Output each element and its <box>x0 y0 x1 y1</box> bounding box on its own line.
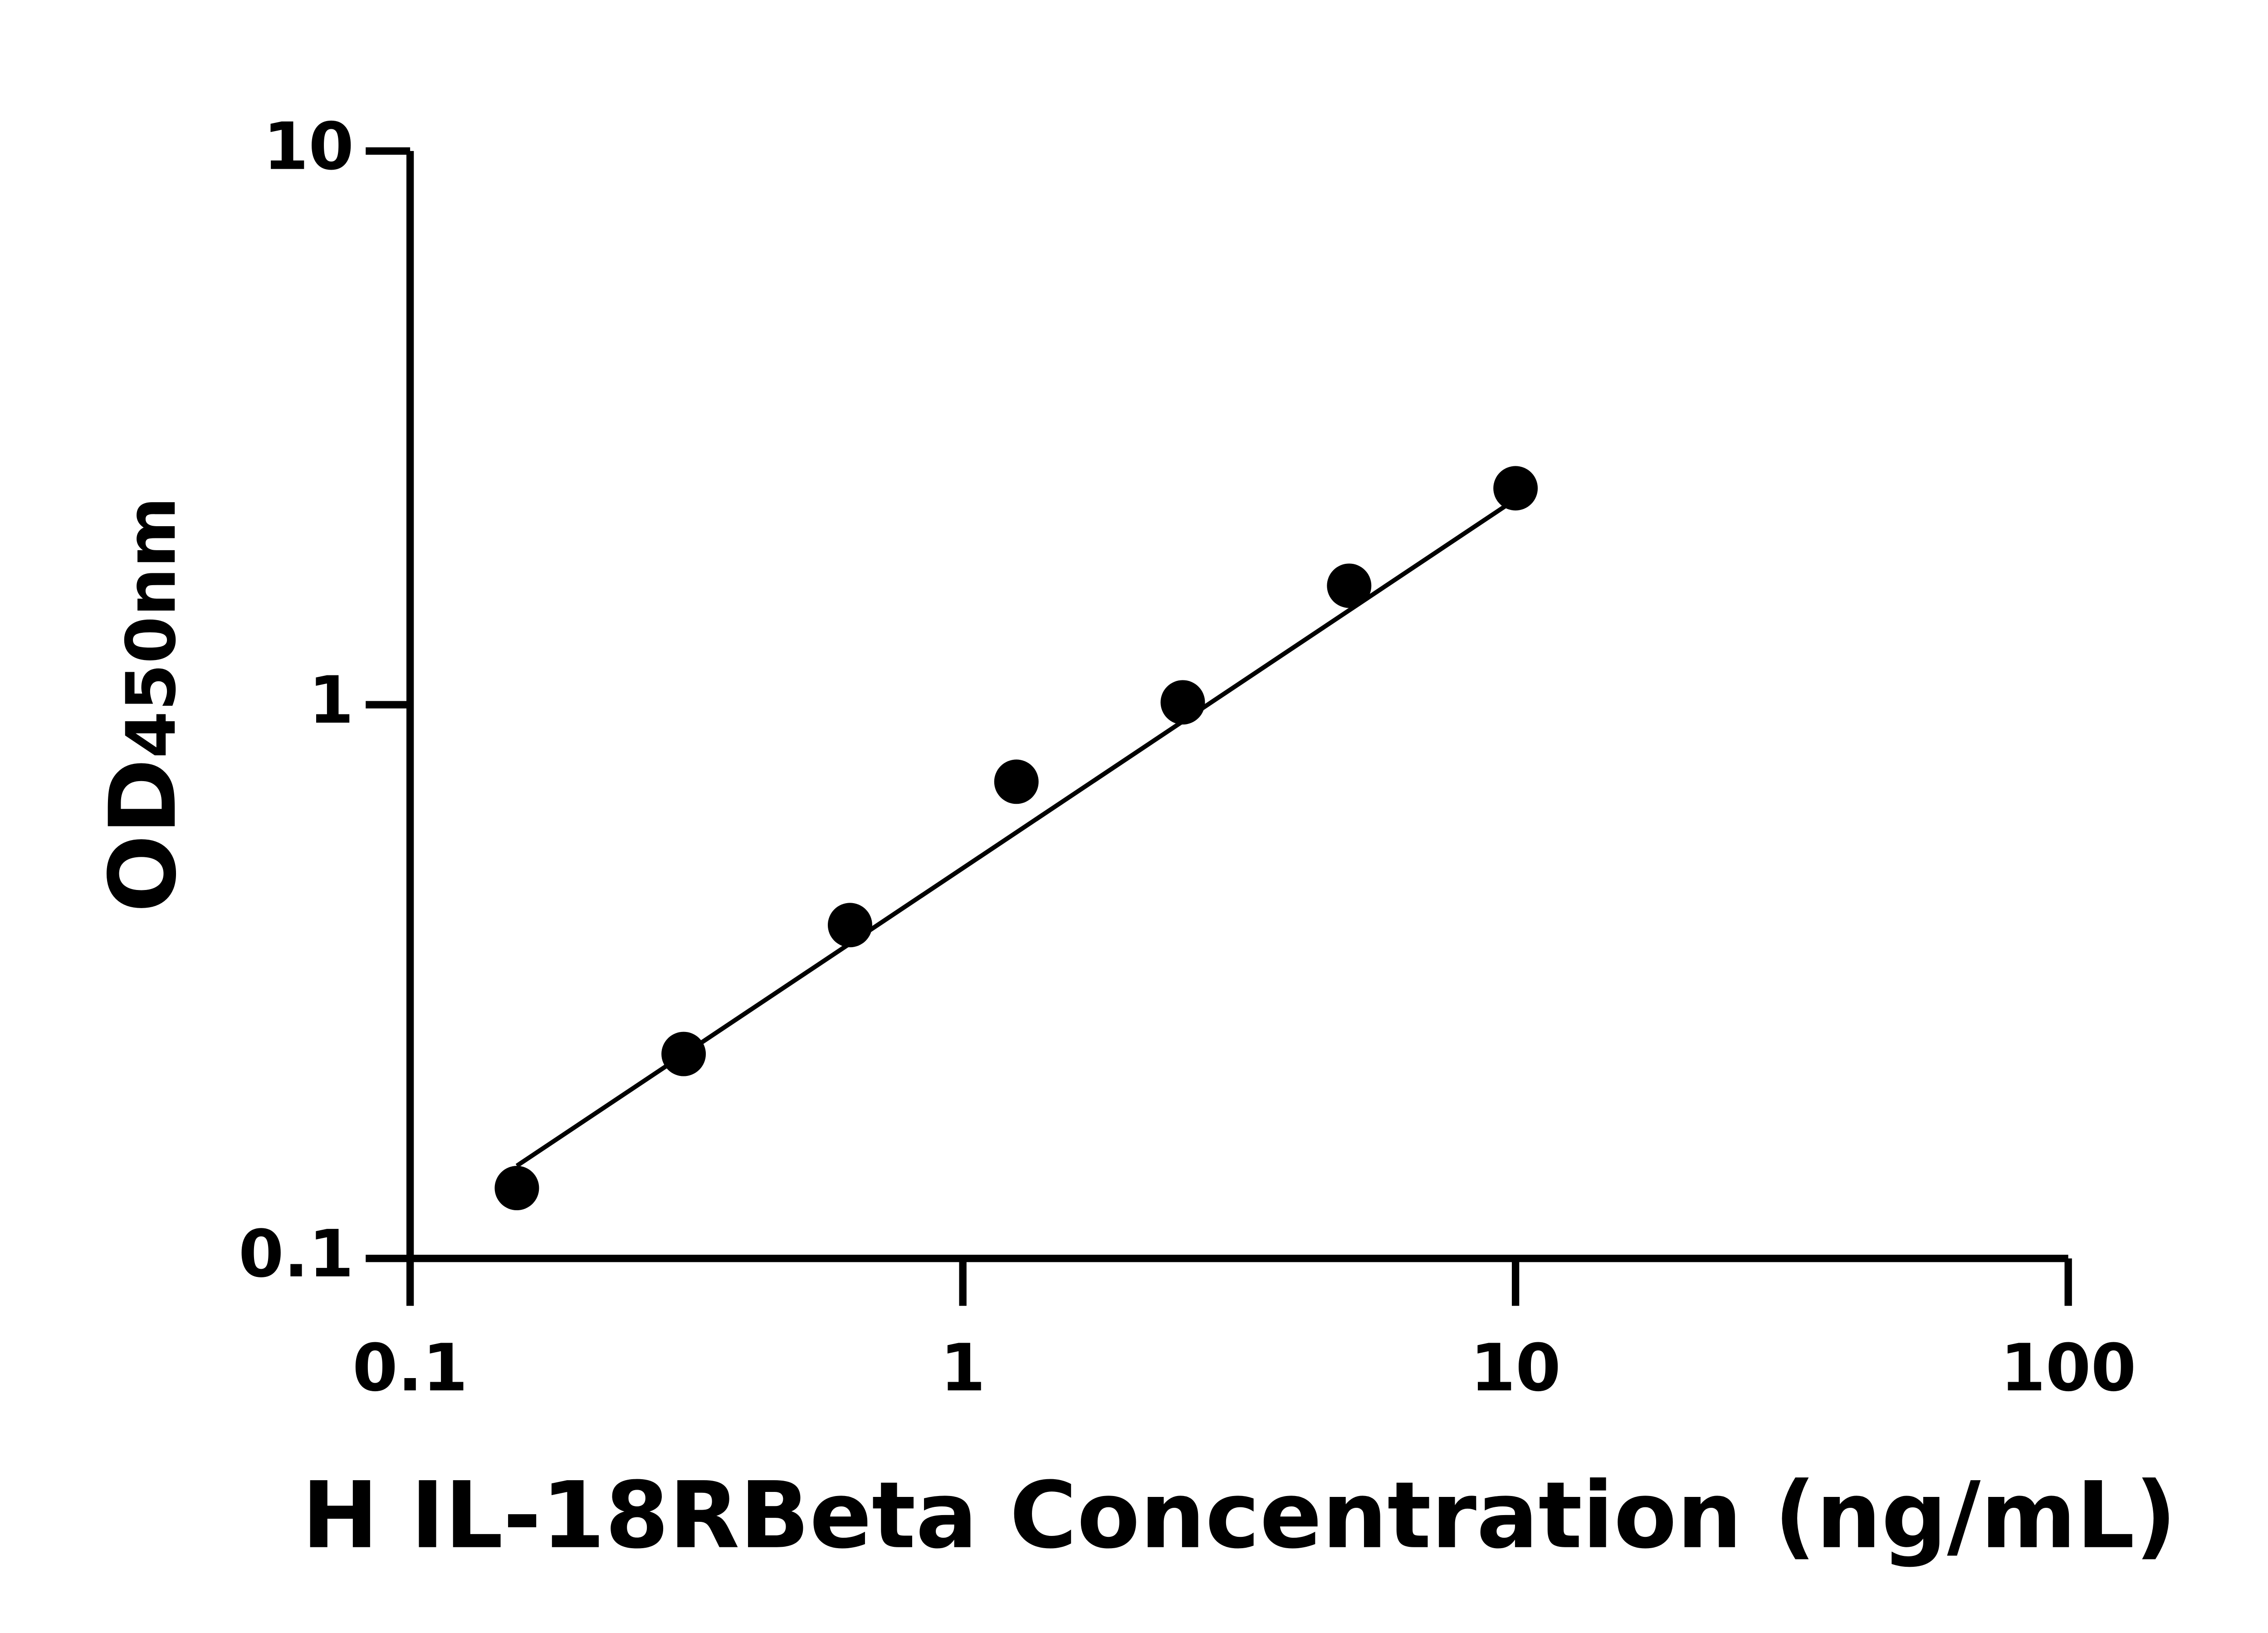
x-axis-label: H IL-18RBeta Concentration (ng/mL) <box>302 1462 2177 1569</box>
data-point <box>994 759 1039 804</box>
y-axis-label-group: OD450nm <box>89 497 196 913</box>
data-point <box>1160 680 1205 725</box>
x-tick-label: 100 <box>2000 1330 2136 1406</box>
x-tick-label: 0.1 <box>352 1330 468 1406</box>
x-tick-label: 1 <box>940 1330 986 1406</box>
y-tick-label: 0.1 <box>239 1216 354 1292</box>
y-tick-label: 10 <box>263 108 354 184</box>
y-tick-label: 1 <box>308 662 354 738</box>
data-point <box>1327 563 1372 608</box>
data-point <box>1493 466 1538 511</box>
y-axis-label: OD450nm <box>89 497 196 913</box>
data-point <box>494 1166 539 1211</box>
data-point <box>827 903 872 948</box>
x-tick-label: 10 <box>1470 1330 1561 1406</box>
data-point <box>661 1032 706 1076</box>
y-axis-label-sub: 450nm <box>112 497 191 758</box>
y-axis-label-main: OD <box>89 758 196 913</box>
